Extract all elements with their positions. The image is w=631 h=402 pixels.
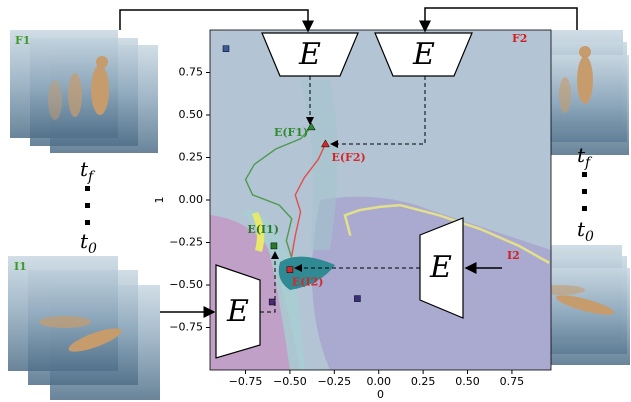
- y-tick-label: 0.00: [179, 193, 204, 206]
- x-axis-label: 0: [377, 388, 384, 401]
- time-label: tf: [80, 157, 96, 185]
- y-tick-label: 0.75: [179, 66, 204, 79]
- image-label: F1: [15, 34, 30, 47]
- point-label: E(F1): [274, 126, 308, 139]
- image-label: I1: [14, 260, 27, 273]
- x-tick-label: 0.75: [500, 375, 525, 388]
- point-label: E(I1): [247, 223, 279, 236]
- time-sub: f: [584, 155, 593, 171]
- image-stack-i1: [8, 256, 160, 400]
- x-tick-label: 0.50: [455, 375, 480, 388]
- point: [354, 296, 360, 302]
- point-label: E(F2): [331, 151, 365, 164]
- encoder-label: E: [226, 294, 249, 329]
- plot-regions: [210, 30, 551, 370]
- y-tick-label: −0.25: [169, 236, 203, 249]
- x-tick-label: 0.25: [411, 375, 436, 388]
- figure: −0.75 −0.50 −0.25 0.00 0.25 0.50 0.75 −0.75 −0.5…: [0, 0, 631, 402]
- image-label: F2: [512, 32, 527, 45]
- time-sub: 0: [585, 229, 594, 245]
- x-tick-label: −0.25: [317, 375, 351, 388]
- encoder-label: E: [429, 250, 452, 285]
- x-tick-label: 0.00: [366, 375, 391, 388]
- point-label: E(I2): [292, 276, 324, 289]
- point: [223, 46, 229, 52]
- x-tick-label: −0.50: [273, 375, 307, 388]
- y-tick-label: 0.50: [179, 108, 204, 121]
- y-tick-label: 0.25: [179, 151, 204, 164]
- y-tick-label: −0.50: [169, 278, 203, 291]
- encoder-label: E: [298, 37, 321, 72]
- y-axis-label: 1: [153, 197, 166, 204]
- image-stack-f1: [10, 30, 158, 153]
- point: [271, 243, 277, 249]
- time-sub: f: [87, 169, 96, 185]
- point: [287, 267, 293, 273]
- point: [269, 299, 275, 305]
- y-tick-label: −0.75: [169, 321, 203, 334]
- time-sub: 0: [88, 241, 97, 257]
- x-tick-label: −0.75: [229, 375, 263, 388]
- time-label: t0: [577, 217, 594, 245]
- time-label: t0: [80, 229, 97, 257]
- encoder-label: E: [412, 37, 435, 72]
- image-label: I2: [507, 249, 520, 262]
